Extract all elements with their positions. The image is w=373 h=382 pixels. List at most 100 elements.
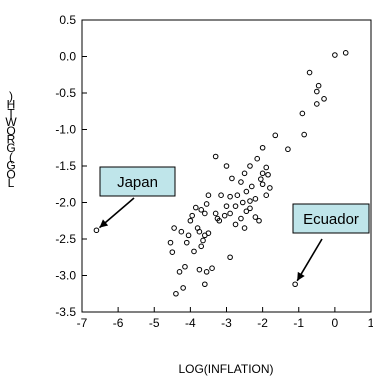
data-point — [182, 263, 188, 270]
callout-label: Japan — [117, 174, 158, 191]
callout-label: Ecuador — [303, 211, 359, 228]
data-point — [216, 217, 223, 224]
x-tick-label: 0 — [332, 316, 339, 330]
data-point — [178, 228, 185, 235]
data-point — [205, 230, 212, 236]
data-points — [93, 50, 349, 297]
data-point — [229, 175, 235, 182]
data-point — [167, 239, 174, 246]
data-point — [263, 192, 270, 198]
axis-ticks: -7 -6 -5 -4 -3 -2 -1 0 1 0.5 0.0 -0.5 -1.0 -1.5 -2.0 -2… — [55, 13, 373, 330]
y-axis-title-char: O — [6, 124, 15, 138]
data-point — [234, 192, 241, 198]
x-tick-label: -6 — [113, 316, 124, 330]
y-tick-label: 0.0 — [59, 50, 76, 64]
y-tick-label: -0.5 — [55, 86, 76, 100]
data-point — [189, 212, 195, 219]
x-tick-label: -2 — [257, 316, 268, 330]
data-point — [332, 52, 338, 58]
data-point — [223, 163, 230, 169]
data-point — [247, 205, 253, 212]
data-point — [254, 155, 261, 162]
data-point — [227, 254, 233, 261]
plot-frame — [81, 19, 372, 313]
data-point — [218, 192, 224, 198]
data-point — [183, 239, 190, 246]
data-point — [185, 232, 192, 239]
data-point — [263, 164, 270, 171]
y-tick-label: -2.0 — [55, 196, 76, 210]
data-point — [227, 210, 233, 217]
data-point — [192, 204, 199, 211]
callout-arrowhead — [99, 219, 109, 228]
data-point — [259, 170, 266, 177]
y-tick-label: -2.5 — [55, 232, 76, 246]
data-point — [203, 201, 210, 207]
data-point — [200, 237, 206, 244]
data-point — [272, 132, 279, 139]
x-tick-label: -4 — [185, 316, 196, 330]
data-point — [248, 183, 255, 190]
data-point — [292, 281, 298, 288]
x-tick-label: 1 — [368, 316, 373, 330]
y-axis-title-char: O — [6, 167, 15, 181]
y-axis-title-char: W — [5, 115, 17, 129]
callout-arrow — [296, 238, 323, 282]
data-point — [176, 269, 183, 275]
data-point — [314, 88, 320, 95]
data-point — [169, 249, 176, 255]
y-axis-title-char: G — [6, 159, 15, 173]
y-tick-label: -3.5 — [55, 305, 76, 319]
data-point — [241, 170, 248, 177]
data-point — [265, 171, 271, 178]
data-point — [306, 69, 313, 76]
data-point — [243, 208, 250, 215]
data-point — [301, 131, 307, 138]
x-tick-label: -3 — [221, 316, 232, 330]
data-point — [198, 207, 205, 213]
callout-japan: Japan — [98, 166, 176, 229]
callout-arrowhead — [297, 271, 305, 281]
y-axis-title-char: H — [7, 98, 16, 112]
data-point — [202, 281, 208, 288]
data-point — [241, 225, 248, 231]
y-axis-title-char: ) — [9, 89, 13, 103]
data-point — [232, 203, 239, 209]
data-point — [196, 266, 203, 273]
data-point — [259, 144, 266, 151]
data-point — [299, 110, 306, 117]
x-tick-label: -1 — [293, 316, 304, 330]
y-axis-title-char: L — [8, 176, 15, 190]
data-point — [180, 285, 186, 291]
data-point — [342, 50, 349, 56]
data-point — [314, 101, 320, 107]
data-point — [223, 203, 230, 209]
data-point — [212, 210, 219, 217]
data-point — [227, 193, 233, 200]
y-tick-label: -3.0 — [55, 269, 76, 283]
data-point — [93, 227, 100, 234]
data-point — [315, 82, 322, 89]
data-point — [259, 181, 266, 188]
x-axis-title: LOG(INFLATION) — [178, 362, 273, 376]
callout-ecuador: Ecuador — [292, 203, 370, 282]
y-axis-title-char: G — [6, 141, 15, 155]
data-point — [247, 163, 253, 169]
callout-box — [292, 203, 370, 234]
data-point — [191, 248, 197, 255]
data-point — [258, 176, 264, 182]
annotations: Japan Ecuador — [98, 166, 370, 282]
y-axis-title-char: T — [7, 106, 15, 120]
data-point — [267, 185, 273, 191]
y-axis-title-char: ( — [9, 150, 13, 164]
data-point — [212, 153, 219, 160]
data-point — [239, 199, 246, 206]
data-point — [173, 290, 179, 297]
y-tick-label: -1.0 — [55, 123, 76, 137]
data-point — [247, 198, 253, 204]
y-tick-label: -1.5 — [55, 159, 76, 173]
callout-box — [99, 166, 176, 197]
data-point — [321, 96, 327, 102]
